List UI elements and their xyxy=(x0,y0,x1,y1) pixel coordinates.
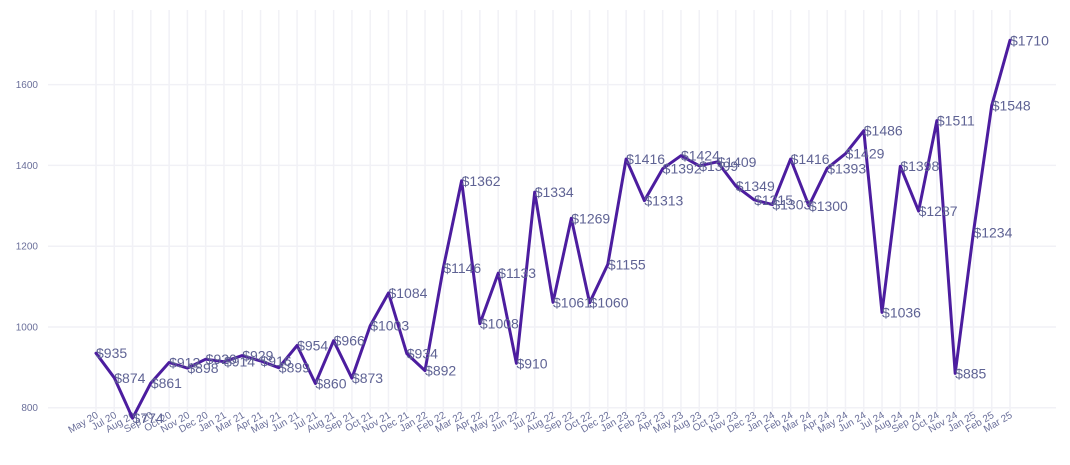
data-label: $1399 xyxy=(699,158,738,174)
data-label: $1429 xyxy=(845,146,884,162)
data-label: $1146 xyxy=(443,260,481,276)
data-label: $1287 xyxy=(919,203,958,219)
data-label: $1392 xyxy=(663,161,702,177)
y-tick-label: 1400 xyxy=(16,161,39,172)
y-axis-ticks: 800 1000 1200 1400 1600 xyxy=(16,80,39,414)
data-label: $1416 xyxy=(626,151,665,167)
data-label: $1334 xyxy=(535,184,574,200)
data-label: $1548 xyxy=(992,98,1031,114)
y-tick-label: 1200 xyxy=(16,242,39,253)
data-label: $966 xyxy=(334,333,365,349)
data-label: $1133 xyxy=(498,265,536,281)
data-label: $1393 xyxy=(827,160,866,176)
data-label: $1061 xyxy=(553,294,592,310)
data-label: $1424 xyxy=(681,148,720,164)
data-label: $929 xyxy=(242,348,273,364)
data-label: $1398 xyxy=(900,158,939,174)
data-label: $1486 xyxy=(864,123,903,139)
data-label: $874 xyxy=(114,370,145,386)
data-label: $1409 xyxy=(718,154,757,170)
data-label: $914 xyxy=(224,354,255,370)
data-label: $916 xyxy=(261,353,292,369)
y-tick-label: 1600 xyxy=(16,80,39,91)
data-label: $934 xyxy=(407,346,438,362)
data-label: $1300 xyxy=(809,198,848,214)
y-tick-label: 1000 xyxy=(16,322,39,333)
data-label: $774 xyxy=(133,410,164,426)
data-label: $1269 xyxy=(571,210,610,226)
data-label: $954 xyxy=(297,338,328,354)
data-label: $1003 xyxy=(370,318,409,334)
data-label: $910 xyxy=(516,355,547,371)
data-label: $860 xyxy=(315,375,346,391)
data-label: $873 xyxy=(352,370,383,386)
data-label: $1155 xyxy=(608,256,646,272)
data-label: $1303 xyxy=(772,197,811,213)
data-label: $920 xyxy=(206,351,237,367)
data-label: $1710 xyxy=(1010,32,1049,48)
data-label: $1362 xyxy=(462,173,501,189)
data-label: $1008 xyxy=(480,316,519,332)
data-label: $1036 xyxy=(882,304,921,320)
data-label: $899 xyxy=(279,360,310,376)
data-label: $1084 xyxy=(388,285,427,301)
data-label: $912 xyxy=(169,354,200,370)
data-label: $1315 xyxy=(754,192,793,208)
data-label: $1313 xyxy=(644,193,683,209)
data-labels: $935 $874 $774 $861 $912$898$920$914$929$916… xyxy=(96,32,1049,426)
grid xyxy=(48,10,1056,412)
data-label: $1416 xyxy=(791,151,830,167)
data-label: $1060 xyxy=(590,295,629,311)
data-label: $1349 xyxy=(736,178,775,194)
data-label: $1511 xyxy=(937,113,975,129)
data-label: $861 xyxy=(151,375,182,391)
data-label: $885 xyxy=(955,365,986,381)
series-line xyxy=(94,38,1012,420)
data-label: $892 xyxy=(425,363,456,379)
data-label: $935 xyxy=(96,345,127,361)
y-tick-label: 800 xyxy=(21,403,38,414)
data-label: $1234 xyxy=(973,224,1012,240)
data-label: $898 xyxy=(187,360,218,376)
